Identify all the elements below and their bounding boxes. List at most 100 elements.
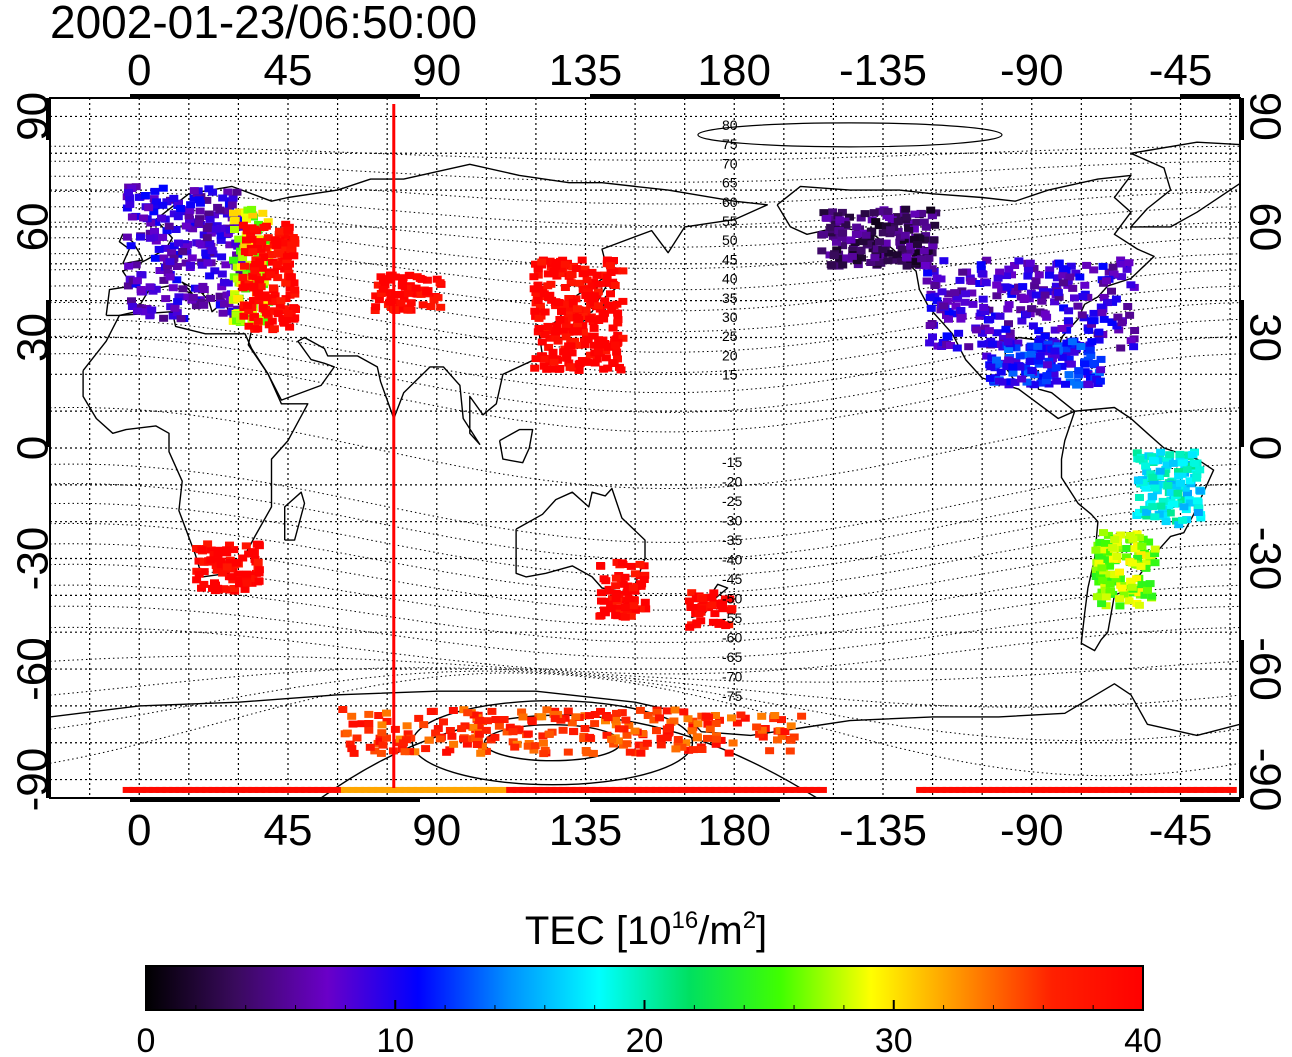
- tec-cell: [1160, 786, 1171, 793]
- tec-cell: [611, 595, 621, 603]
- tec-cell: [345, 740, 355, 748]
- tec-cell: [1048, 786, 1059, 793]
- left-latitude-label: 0: [9, 436, 58, 460]
- tec-cell: [550, 715, 560, 723]
- tec-cell: [1002, 272, 1011, 280]
- tec-cell: [468, 723, 478, 731]
- tec-cell: [565, 786, 576, 793]
- tec-cell: [170, 304, 180, 312]
- tec-cell: [505, 723, 515, 731]
- tec-cell: [1089, 266, 1099, 274]
- tec-cell: [645, 786, 655, 793]
- tec-cell: [863, 240, 873, 248]
- tec-cell: [249, 297, 258, 304]
- tec-cell: [1057, 325, 1067, 332]
- tec-cell: [1061, 786, 1072, 793]
- tec-cell: [491, 716, 501, 723]
- tec-cell: [1148, 473, 1158, 481]
- tec-cell: [837, 234, 847, 242]
- tec-cell: [254, 577, 264, 585]
- tec-cell: [822, 214, 832, 222]
- tec-cell: [173, 298, 183, 306]
- tec-cell: [1002, 283, 1012, 291]
- tec-cell: [314, 786, 325, 793]
- tec-cell: [910, 210, 920, 218]
- tec-cell: [1081, 786, 1092, 793]
- tec-cell: [240, 242, 250, 250]
- tec-cell: [222, 207, 232, 215]
- tec-cell: [618, 267, 628, 275]
- tec-cell: [448, 707, 458, 714]
- tec-cell: [543, 282, 553, 290]
- tec-cell: [562, 354, 572, 362]
- tec-cell: [173, 213, 183, 221]
- tec-cell: [1135, 455, 1145, 463]
- tec-cell: [538, 739, 548, 747]
- tec-cell: [1085, 346, 1095, 354]
- tec-cell: [1070, 294, 1079, 302]
- tec-cell: [626, 612, 636, 620]
- tec-cell: [1024, 266, 1034, 274]
- tec-cell: [985, 374, 995, 382]
- tec-cell: [1123, 303, 1133, 310]
- tec-cell: [1177, 459, 1187, 467]
- tec-cell: [281, 239, 291, 247]
- tec-cell: [582, 332, 591, 340]
- tec-cell: [1010, 262, 1020, 269]
- tec-cell: [1147, 786, 1158, 793]
- tec-cell: [199, 580, 209, 588]
- tec-cell: [593, 288, 603, 296]
- tec-cell: [197, 546, 207, 554]
- tec-cell: [615, 363, 624, 371]
- tec-cell: [232, 188, 242, 196]
- tec-cell: [1148, 492, 1158, 500]
- tec-cell: [188, 786, 199, 793]
- tec-cell: [1143, 586, 1152, 594]
- tec-cell: [1004, 346, 1014, 353]
- tec-cell: [708, 618, 718, 626]
- tec-cell: [215, 292, 225, 300]
- tec-cell: [1110, 536, 1120, 544]
- tec-cell: [556, 265, 566, 273]
- tec-cell: [540, 308, 550, 316]
- tec-cell: [1155, 467, 1165, 475]
- tec-cell: [1103, 531, 1113, 539]
- tec-cell: [954, 329, 964, 337]
- tec-cell: [1077, 311, 1087, 319]
- left-latitude-label: -60: [9, 637, 58, 701]
- tec-cell: [992, 281, 1002, 289]
- tec-cell: [930, 221, 940, 229]
- contour-label: 60: [722, 194, 738, 210]
- tec-cell: [1064, 371, 1074, 379]
- tec-cell: [221, 786, 232, 793]
- tec-cell: [197, 584, 206, 592]
- tec-cell: [479, 786, 490, 793]
- tec-cell: [1194, 504, 1204, 512]
- tec-cell: [142, 786, 153, 793]
- tec-cell: [1173, 786, 1184, 793]
- coastline-greenland: [1130, 141, 1240, 228]
- tec-cell: [911, 249, 921, 257]
- tec-cell: [614, 737, 623, 745]
- tec-cell: [574, 366, 584, 374]
- right-latitude-label: 0: [1240, 436, 1289, 460]
- tec-cell: [238, 273, 248, 281]
- tec-cell: [238, 554, 248, 562]
- bottom-longitude-label: 135: [549, 806, 622, 855]
- tec-cell: [275, 250, 285, 258]
- tec-cell: [439, 718, 448, 726]
- tec-cell: [1101, 593, 1111, 601]
- tec-cell: [1161, 465, 1171, 473]
- tec-cell: [982, 786, 993, 793]
- tec-cell: [612, 348, 622, 356]
- tec-cell: [992, 292, 1002, 300]
- tec-cell: [543, 322, 553, 330]
- tec-cell: [561, 333, 571, 341]
- tec-cell: [442, 748, 452, 756]
- tec-cell: [342, 729, 352, 737]
- tec-cell: [397, 305, 407, 313]
- tec-cell: [232, 251, 242, 259]
- tec-cell: [195, 207, 205, 215]
- tec-cell: [1080, 368, 1090, 376]
- tec-cell: [611, 589, 621, 597]
